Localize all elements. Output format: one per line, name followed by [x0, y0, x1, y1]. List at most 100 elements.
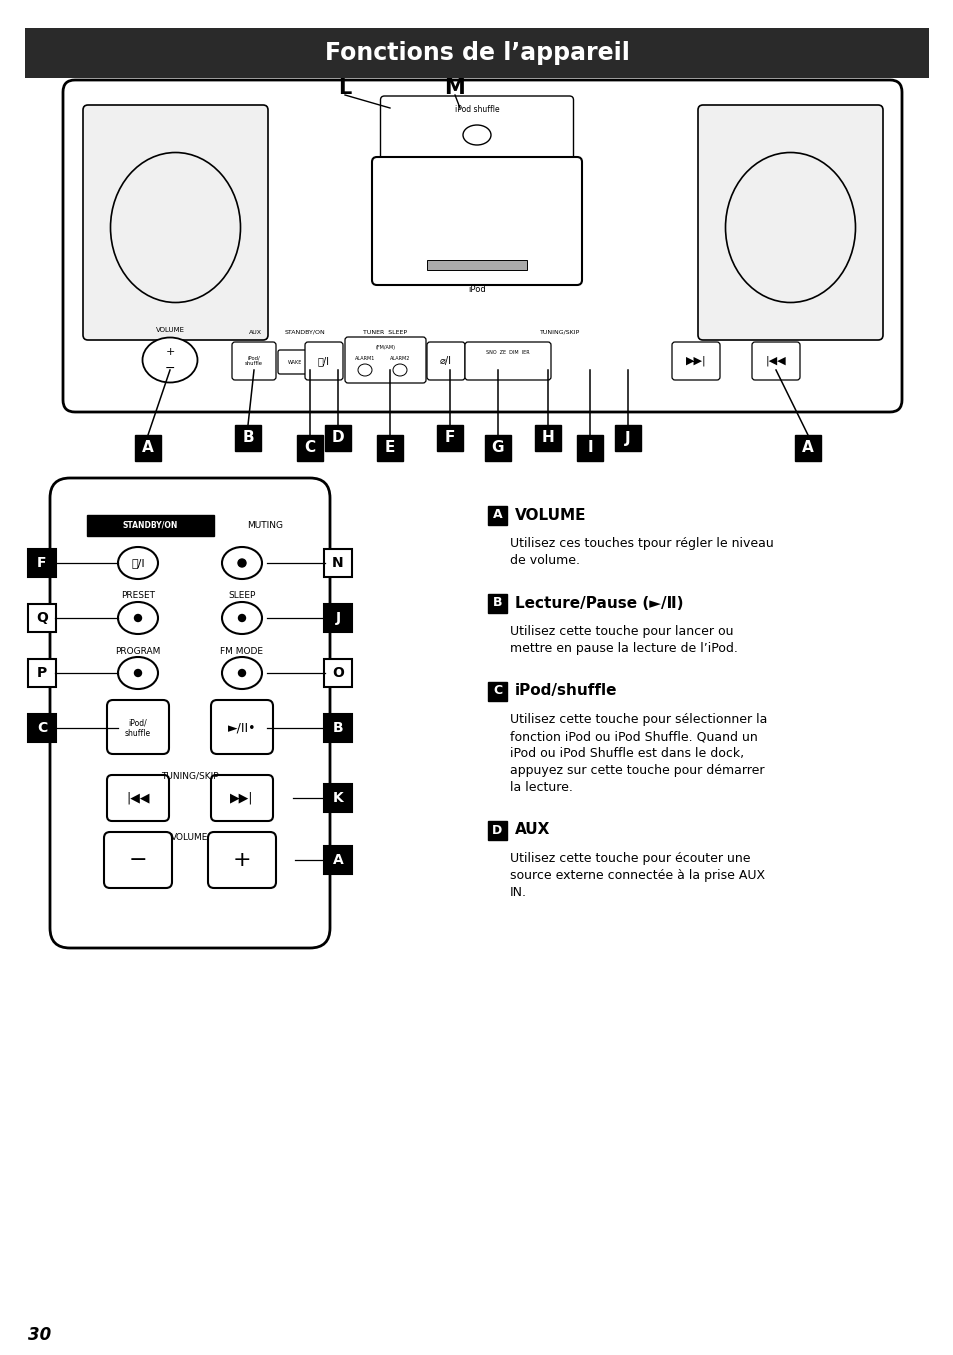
Text: WAKE: WAKE	[288, 359, 302, 364]
Ellipse shape	[118, 657, 158, 688]
Text: fonction iPod ou iPod Shuffle. Quand un: fonction iPod ou iPod Shuffle. Quand un	[510, 730, 757, 743]
FancyBboxPatch shape	[107, 775, 169, 821]
Text: SNO  ZE  DIM  IER: SNO ZE DIM IER	[486, 351, 529, 355]
FancyBboxPatch shape	[28, 659, 56, 687]
Text: STANDBY/ON: STANDBY/ON	[284, 329, 325, 335]
FancyBboxPatch shape	[208, 832, 275, 888]
Text: E: E	[384, 440, 395, 455]
Text: ⏻/I: ⏻/I	[132, 558, 145, 568]
FancyBboxPatch shape	[372, 157, 581, 285]
Text: Utilisez cette touche pour lancer ou: Utilisez cette touche pour lancer ou	[510, 625, 733, 638]
Text: TUNING/SKIP: TUNING/SKIP	[539, 329, 579, 335]
Text: VOLUME: VOLUME	[172, 833, 209, 843]
FancyBboxPatch shape	[25, 28, 928, 79]
Text: P: P	[37, 667, 47, 680]
Text: PROGRAM: PROGRAM	[115, 648, 160, 657]
Text: iPod shuffle: iPod shuffle	[455, 106, 498, 115]
Text: I: I	[587, 440, 592, 455]
Ellipse shape	[142, 337, 197, 382]
Text: −: −	[129, 850, 147, 870]
FancyBboxPatch shape	[63, 80, 901, 412]
Text: +: +	[233, 850, 251, 870]
Ellipse shape	[222, 602, 262, 634]
FancyBboxPatch shape	[671, 341, 720, 379]
Ellipse shape	[462, 125, 491, 145]
Text: A: A	[333, 854, 343, 867]
FancyBboxPatch shape	[28, 604, 56, 631]
FancyBboxPatch shape	[28, 714, 56, 743]
Text: ⏻/I: ⏻/I	[317, 356, 330, 366]
FancyBboxPatch shape	[28, 549, 56, 577]
Text: Utilisez cette touche pour sélectionner la: Utilisez cette touche pour sélectionner …	[510, 713, 766, 726]
Text: (FM/AM): (FM/AM)	[375, 346, 395, 351]
Text: appuyez sur cette touche pour démarrer: appuyez sur cette touche pour démarrer	[510, 764, 763, 776]
FancyBboxPatch shape	[535, 425, 560, 451]
Text: iPod ou iPod Shuffle est dans le dock,: iPod ou iPod Shuffle est dans le dock,	[510, 747, 743, 760]
Text: |◀◀: |◀◀	[126, 791, 150, 805]
Text: K: K	[333, 791, 343, 805]
Text: M: M	[444, 79, 465, 98]
Text: ⌀/I: ⌀/I	[439, 356, 452, 366]
FancyBboxPatch shape	[380, 96, 573, 164]
Text: C: C	[493, 684, 501, 698]
Text: −: −	[165, 362, 175, 374]
Text: PRESET: PRESET	[121, 592, 154, 600]
Text: FM MODE: FM MODE	[220, 648, 263, 657]
Text: B: B	[333, 721, 343, 734]
Text: J: J	[624, 431, 630, 446]
FancyBboxPatch shape	[376, 435, 402, 461]
Text: D: D	[332, 431, 344, 446]
Text: Utilisez cette touche pour écouter une: Utilisez cette touche pour écouter une	[510, 852, 750, 864]
Text: iPod/shuffle: iPod/shuffle	[515, 683, 617, 698]
Text: TUNER  SLEEP: TUNER SLEEP	[363, 329, 407, 335]
Ellipse shape	[118, 547, 158, 579]
Text: iPod: iPod	[468, 286, 485, 294]
Text: Utilisez ces touches tpour régler le niveau: Utilisez ces touches tpour régler le niv…	[510, 537, 773, 550]
Ellipse shape	[222, 657, 262, 688]
Text: +: +	[165, 347, 174, 356]
Text: mettre en pause la lecture de l’iPod.: mettre en pause la lecture de l’iPod.	[510, 642, 737, 654]
Text: MUTING: MUTING	[247, 522, 283, 530]
FancyBboxPatch shape	[488, 682, 506, 701]
Ellipse shape	[111, 153, 240, 302]
FancyBboxPatch shape	[427, 341, 464, 379]
Text: G: G	[491, 440, 504, 455]
FancyBboxPatch shape	[324, 714, 352, 743]
FancyBboxPatch shape	[324, 549, 352, 577]
Ellipse shape	[134, 615, 141, 622]
FancyBboxPatch shape	[104, 832, 172, 888]
Text: ALARM1: ALARM1	[355, 355, 375, 360]
FancyBboxPatch shape	[464, 341, 551, 379]
Text: L: L	[338, 79, 352, 98]
FancyBboxPatch shape	[211, 775, 273, 821]
Ellipse shape	[357, 364, 372, 375]
Text: ▶▶|: ▶▶|	[230, 791, 253, 805]
Ellipse shape	[724, 153, 855, 302]
FancyBboxPatch shape	[751, 341, 800, 379]
Text: ►/II•: ►/II•	[228, 721, 256, 734]
FancyBboxPatch shape	[615, 425, 640, 451]
Text: F: F	[444, 431, 455, 446]
FancyBboxPatch shape	[234, 425, 261, 451]
FancyBboxPatch shape	[484, 435, 511, 461]
Text: STANDBY/ON: STANDBY/ON	[123, 522, 178, 530]
FancyBboxPatch shape	[232, 341, 275, 379]
Text: F: F	[37, 556, 47, 570]
Text: TUNING/SKIP: TUNING/SKIP	[161, 771, 218, 780]
FancyBboxPatch shape	[488, 821, 506, 840]
FancyBboxPatch shape	[488, 505, 506, 524]
Text: 30: 30	[28, 1327, 51, 1344]
Text: iPod/
shuffle: iPod/ shuffle	[245, 355, 263, 366]
Text: C: C	[37, 721, 47, 734]
Ellipse shape	[237, 560, 246, 566]
FancyBboxPatch shape	[296, 435, 323, 461]
Text: D: D	[492, 824, 502, 836]
Text: IN.: IN.	[510, 886, 526, 898]
FancyBboxPatch shape	[325, 425, 351, 451]
FancyBboxPatch shape	[83, 104, 268, 340]
Text: A: A	[142, 440, 153, 455]
Ellipse shape	[238, 669, 245, 676]
Text: Lecture/Pause (►/Ⅱ): Lecture/Pause (►/Ⅱ)	[515, 595, 682, 611]
Text: AUX: AUX	[515, 822, 550, 837]
FancyBboxPatch shape	[324, 659, 352, 687]
